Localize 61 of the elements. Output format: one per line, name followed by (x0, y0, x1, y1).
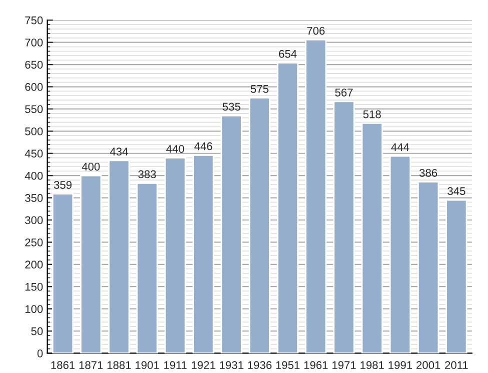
data-label: 383 (138, 170, 156, 178)
data-label: 444 (391, 143, 410, 151)
x-tick-label: 1971 (332, 361, 356, 370)
y-tick-label: 100 (25, 305, 43, 313)
data-label: 446 (194, 142, 212, 150)
x-tick-label: 1901 (136, 361, 159, 370)
y-tick-label: 150 (25, 282, 43, 291)
y-tick-label: 450 (24, 150, 43, 158)
x-tick-label: 1921 (192, 361, 216, 370)
data-label: 434 (110, 148, 128, 156)
bar (418, 181, 440, 354)
y-tick-label: 550 (25, 105, 43, 114)
data-label: 400 (82, 162, 100, 171)
data-label: 654 (279, 50, 297, 58)
bar (248, 97, 270, 354)
bar (164, 157, 186, 354)
x-tick-label: 2011 (445, 361, 468, 370)
x-tick-label: 1951 (276, 361, 300, 370)
bar (192, 154, 214, 354)
x-tick-label: 1981 (360, 361, 384, 370)
data-label: 535 (222, 102, 240, 111)
x-tick-label: 1936 (248, 361, 272, 370)
data-label: 386 (419, 168, 438, 177)
data-label: 359 (54, 180, 72, 189)
y-tick-label: 600 (25, 83, 43, 91)
y-tick-label: 700 (25, 38, 43, 46)
x-tick-label: 1931 (220, 361, 244, 370)
bar (136, 182, 158, 354)
bar (333, 100, 355, 354)
data-label: 567 (335, 88, 353, 96)
data-label: 345 (448, 187, 466, 196)
y-tick-label: 250 (25, 238, 43, 246)
y-tick-label: 0 (37, 350, 43, 358)
x-tick-label: 2001 (416, 361, 440, 370)
data-label: 575 (250, 85, 268, 93)
y-tick-label: 400 (24, 172, 43, 180)
x-tick-label: 1861 (51, 361, 75, 370)
y-tick-label: 350 (25, 194, 43, 202)
bar (361, 122, 383, 354)
y-tick-label: 50 (31, 327, 43, 336)
bar (305, 38, 327, 354)
data-label: 440 (166, 144, 184, 153)
bar (80, 174, 102, 354)
x-tick-label: 1961 (304, 361, 328, 370)
y-tick-label: 200 (25, 260, 43, 269)
x-tick-label: 1881 (108, 361, 131, 370)
y-tick-label: 300 (25, 216, 43, 224)
bar (52, 193, 74, 354)
bar (446, 199, 468, 354)
y-tick-label: 650 (25, 60, 43, 69)
data-label: 518 (363, 110, 381, 118)
x-tick-label: 1911 (164, 361, 187, 370)
bar (276, 62, 299, 354)
bar (220, 114, 242, 354)
y-tick-label: 500 (25, 127, 43, 136)
data-label: 706 (307, 26, 325, 35)
bar (108, 160, 130, 354)
x-tick-label: 1871 (79, 361, 103, 370)
y-tick-label: 750 (25, 16, 43, 24)
bar (389, 155, 412, 354)
x-tick-label: 1991 (388, 361, 412, 370)
